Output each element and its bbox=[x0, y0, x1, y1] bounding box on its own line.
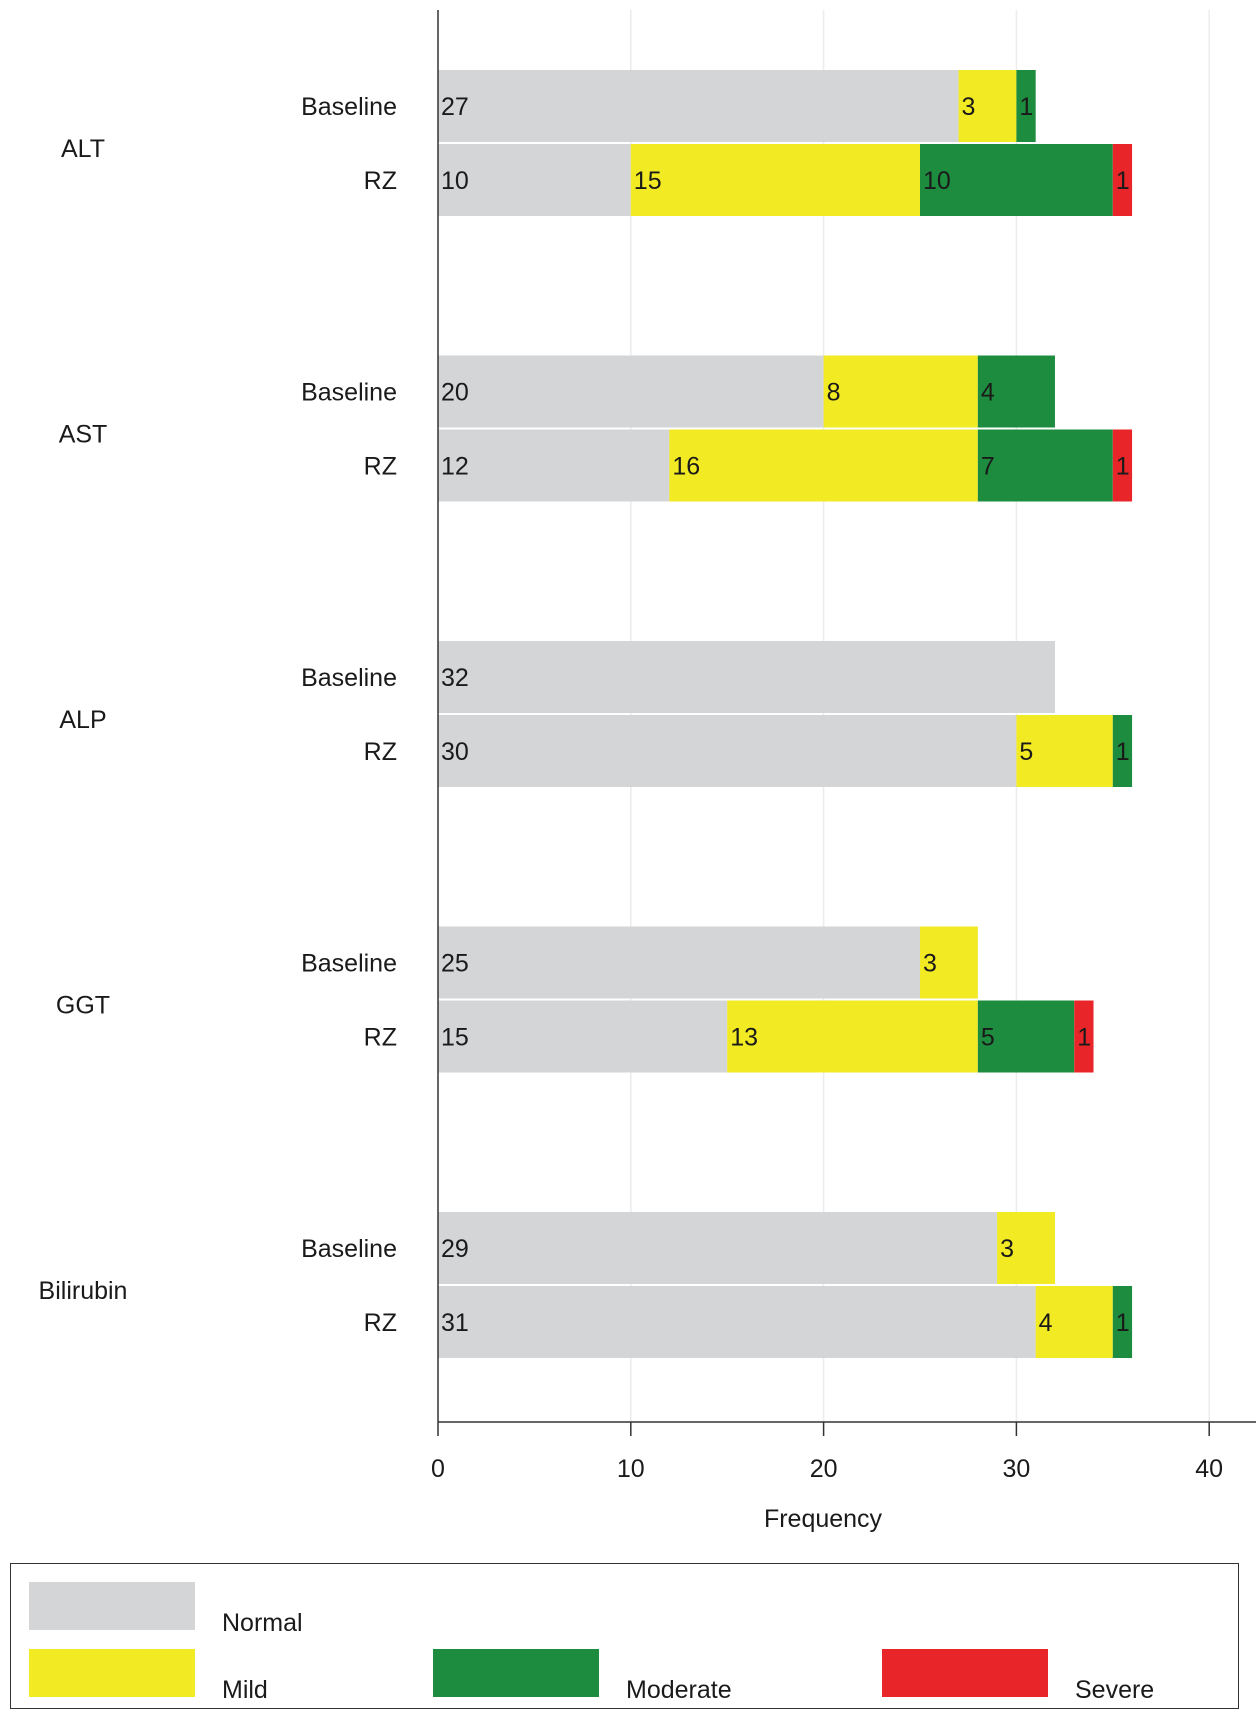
axes: 0 10 20 30 40 bbox=[431, 10, 1256, 1483]
bar-label-alp-baseline: Baseline bbox=[301, 664, 397, 692]
bar-ggt-baseline-mild-label: 3 bbox=[923, 950, 937, 978]
bar-bilirubin-rz-normal-label: 31 bbox=[441, 1309, 469, 1337]
bar-alp-rz-mild-label: 5 bbox=[1019, 738, 1033, 766]
bar-ast-baseline-mild bbox=[823, 355, 978, 428]
bar-alt-rz-mild-label: 15 bbox=[634, 167, 662, 195]
legend-swatch-mild bbox=[29, 1649, 195, 1697]
bar-ggt-baseline-normal bbox=[438, 926, 920, 999]
bar-ggt-baseline-normal-label: 25 bbox=[441, 950, 469, 978]
bar-alt-rz-moderate-label: 10 bbox=[923, 167, 951, 195]
bar-ggt-rz-mild bbox=[727, 1000, 978, 1073]
bar-ggt-rz-normal-label: 15 bbox=[441, 1024, 469, 1052]
bar-ggt-rz-severe bbox=[1074, 1000, 1094, 1073]
bar-ggt-rz-moderate bbox=[977, 1000, 1075, 1073]
bar-ast-baseline-normal bbox=[438, 355, 824, 428]
group-label-alp: ALP bbox=[59, 706, 106, 734]
x-tick-label-20: 20 bbox=[810, 1455, 838, 1483]
bar-label-ast-baseline: Baseline bbox=[301, 379, 397, 407]
bar-bilirubin-baseline-mild bbox=[997, 1212, 1055, 1284]
bar-bilirubin-baseline-normal bbox=[438, 1212, 998, 1284]
bar-bilirubin-rz-mild bbox=[1035, 1286, 1113, 1358]
bar-label-ggt-rz: RZ bbox=[364, 1024, 397, 1052]
bar-bilirubin-rz-mild-label: 4 bbox=[1039, 1309, 1053, 1337]
legend-swatch-severe bbox=[882, 1649, 1048, 1697]
bar-bilirubin-baseline-normal-label: 29 bbox=[441, 1235, 469, 1263]
bar-alt-rz-mild bbox=[630, 144, 920, 216]
bars bbox=[438, 70, 1133, 1358]
bar-ast-rz-moderate-label: 7 bbox=[981, 453, 995, 481]
bar-ast-rz-moderate bbox=[977, 429, 1113, 502]
bar-alp-baseline-normal-label: 32 bbox=[441, 664, 469, 692]
bar-bilirubin-rz-moderate-label: 1 bbox=[1116, 1309, 1130, 1337]
bar-ggt-rz-mild-label: 13 bbox=[730, 1024, 758, 1052]
x-tick-label-30: 30 bbox=[1002, 1455, 1030, 1483]
bar-ast-rz-severe bbox=[1112, 429, 1133, 502]
bar-ast-baseline-mild-label: 8 bbox=[827, 379, 841, 407]
bar-alt-rz-normal-label: 10 bbox=[441, 167, 469, 195]
bar-alp-rz-moderate bbox=[1112, 715, 1133, 787]
x-tick-label-10: 10 bbox=[617, 1455, 645, 1483]
bar-label-ggt-baseline: Baseline bbox=[301, 950, 397, 978]
legend-label-normal: Normal bbox=[222, 1609, 303, 1637]
legend-label-moderate: Moderate bbox=[626, 1676, 732, 1704]
bar-ast-rz-severe-label: 1 bbox=[1116, 453, 1130, 481]
bar-ast-rz-mild-label: 16 bbox=[672, 453, 700, 481]
bar-label-alt-rz: RZ bbox=[364, 167, 397, 195]
bar-label-ast-rz: RZ bbox=[364, 453, 397, 481]
bar-alt-rz-normal bbox=[438, 144, 631, 216]
bar-alp-rz-normal-label: 30 bbox=[441, 738, 469, 766]
bar-alt-baseline-normal bbox=[438, 70, 959, 142]
bar-alt-baseline-mild-label: 3 bbox=[962, 93, 976, 121]
group-label-bilirubin: Bilirubin bbox=[39, 1277, 128, 1305]
x-tick-label-40: 40 bbox=[1195, 1455, 1223, 1483]
bar-bilirubin-rz-moderate bbox=[1112, 1286, 1133, 1358]
bar-ast-rz-normal-label: 12 bbox=[441, 453, 469, 481]
x-tick-label-0: 0 bbox=[431, 1455, 445, 1483]
bar-alp-rz-normal bbox=[438, 715, 1017, 787]
legend: Normal Mild Moderate Severe bbox=[10, 1563, 1239, 1709]
bar-ast-baseline-normal-label: 20 bbox=[441, 379, 469, 407]
legend-label-mild: Mild bbox=[222, 1676, 268, 1704]
category-labels: Baseline RZ ALT Baseline RZ AST Baseline RZ ALP B… bbox=[39, 93, 397, 1337]
bar-alt-baseline-mild bbox=[958, 70, 1017, 142]
bar-ggt-baseline-mild bbox=[920, 926, 978, 999]
bar-alt-rz-moderate bbox=[920, 144, 1113, 216]
group-label-ast: AST bbox=[59, 421, 108, 449]
bar-ast-rz-normal bbox=[438, 429, 670, 502]
bar-label-alp-rz: RZ bbox=[364, 738, 397, 766]
bar-label-bilirubin-rz: RZ bbox=[364, 1309, 397, 1337]
bar-alp-rz-mild bbox=[1016, 715, 1113, 787]
group-label-ggt: GGT bbox=[56, 992, 110, 1020]
legend-label-severe: Severe bbox=[1075, 1676, 1155, 1704]
bar-bilirubin-rz-normal bbox=[438, 1286, 1036, 1358]
bar-alp-baseline-normal bbox=[438, 641, 1055, 713]
bar-alt-baseline-moderate bbox=[1016, 70, 1036, 142]
bar-ast-rz-mild bbox=[669, 429, 978, 502]
bar-alt-rz-severe-label: 1 bbox=[1116, 167, 1130, 195]
bar-alt-rz-severe bbox=[1112, 144, 1133, 216]
bar-ggt-rz-moderate-label: 5 bbox=[981, 1024, 995, 1052]
bar-alp-rz-moderate-label: 1 bbox=[1116, 738, 1130, 766]
bar-alt-baseline-normal-label: 27 bbox=[441, 93, 469, 121]
legend-swatch-moderate bbox=[433, 1649, 599, 1697]
bar-alt-baseline-moderate-label: 1 bbox=[1019, 93, 1033, 121]
bar-label-bilirubin-baseline: Baseline bbox=[301, 1235, 397, 1263]
bar-bilirubin-baseline-mild-label: 3 bbox=[1000, 1235, 1014, 1263]
group-label-alt: ALT bbox=[61, 135, 105, 163]
legend-swatch-normal bbox=[29, 1582, 195, 1630]
bar-ggt-rz-severe-label: 1 bbox=[1077, 1024, 1091, 1052]
bar-ast-baseline-moderate bbox=[977, 355, 1055, 428]
bar-ggt-rz-normal bbox=[438, 1000, 728, 1073]
bar-ast-baseline-moderate-label: 4 bbox=[981, 379, 995, 407]
x-axis-title: Frequency bbox=[764, 1505, 883, 1533]
bar-label-alt-baseline: Baseline bbox=[301, 93, 397, 121]
